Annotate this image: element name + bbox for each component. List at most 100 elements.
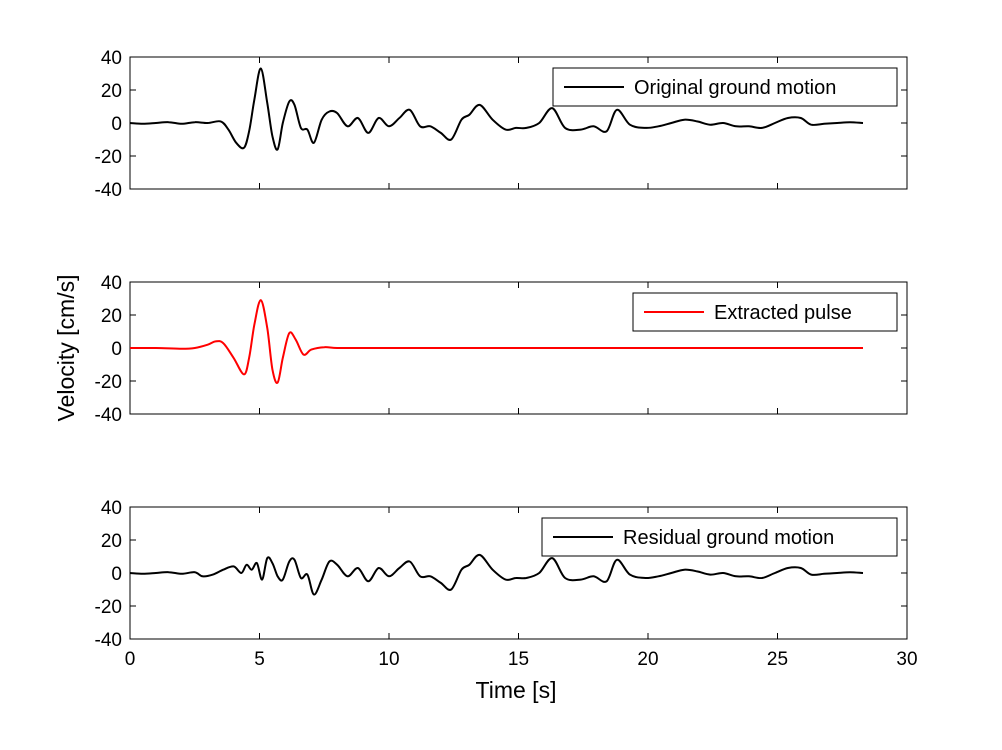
data-point: [142, 123, 144, 125]
data-point: [194, 347, 196, 349]
data-point: [564, 577, 566, 579]
legend: Original ground motion: [552, 67, 898, 107]
data-point: [388, 575, 390, 577]
data-point: [202, 575, 204, 577]
data-point: [823, 123, 825, 125]
data-point: [735, 125, 737, 127]
data-point: [282, 579, 284, 581]
data-point: [551, 107, 553, 109]
data-point: [450, 589, 452, 591]
data-point: [347, 575, 349, 577]
data-point: [862, 347, 864, 349]
data-point: [260, 299, 262, 301]
series-line: [129, 553, 864, 596]
data-point: [616, 109, 618, 111]
x-tick-label: 5: [254, 649, 265, 670]
data-point: [336, 112, 338, 114]
data-point: [295, 339, 297, 341]
data-point: [306, 574, 308, 576]
x-tick-label: 10: [378, 649, 399, 670]
data-point: [440, 132, 442, 134]
series-line: [129, 67, 864, 151]
data-point: [761, 127, 763, 129]
data-point: [288, 101, 290, 103]
data-point: [181, 573, 183, 575]
subplot-2: -40 -20 0 20 40 Extracted pulse: [95, 273, 908, 426]
data-point: [398, 117, 400, 119]
data-point: [409, 561, 411, 563]
y-tick-label: 0: [111, 339, 122, 360]
data-point: [336, 347, 338, 349]
data-point: [222, 569, 224, 571]
data-point: [277, 148, 279, 150]
data-point: [515, 577, 517, 579]
data-point: [313, 142, 315, 144]
y-tick-label: -40: [95, 405, 122, 426]
y-tick-label: 20: [101, 531, 122, 552]
data-point: [253, 324, 255, 326]
data-point: [468, 564, 470, 566]
data-point: [670, 122, 672, 124]
legend-label: Original ground motion: [634, 77, 836, 99]
data-point: [644, 127, 646, 129]
data-point: [288, 561, 290, 563]
data-point: [367, 132, 369, 134]
data-point: [722, 122, 724, 124]
data-point: [378, 117, 380, 119]
data-point: [429, 575, 431, 577]
data-point: [580, 129, 582, 131]
data-point: [683, 569, 685, 571]
data-point: [294, 104, 296, 106]
data-point: [207, 122, 209, 124]
data-point: [271, 135, 273, 137]
data-point: [492, 119, 494, 121]
data-point: [538, 122, 540, 124]
data-point: [580, 579, 582, 581]
data-point: [657, 575, 659, 577]
data-point: [282, 122, 284, 124]
data-point: [310, 349, 312, 351]
data-point: [243, 147, 245, 149]
x-tick-label: 25: [767, 649, 788, 670]
data-point: [823, 573, 825, 575]
data-point: [261, 579, 263, 581]
data-point: [277, 382, 279, 384]
data-point: [429, 125, 431, 127]
data-point: [657, 125, 659, 127]
data-point: [774, 572, 776, 574]
data-point: [606, 130, 608, 132]
x-tick-label: 20: [637, 649, 658, 670]
data-point: [194, 571, 196, 573]
legend-box: [632, 292, 898, 332]
data-point: [696, 570, 698, 572]
data-point: [683, 119, 685, 121]
data-point: [761, 577, 763, 579]
data-point: [629, 574, 631, 576]
data-point: [347, 125, 349, 127]
data-point: [155, 572, 157, 574]
y-tick-label: -20: [95, 372, 122, 393]
data-point: [215, 340, 217, 342]
data-point: [409, 109, 411, 111]
data-point: [800, 567, 802, 569]
data-point: [461, 119, 463, 121]
data-point: [709, 574, 711, 576]
data-point: [303, 354, 305, 356]
y-tick-label: 20: [101, 306, 122, 327]
data-point: [129, 347, 131, 349]
data-point: [181, 348, 183, 350]
data-point: [243, 373, 245, 375]
data-point: [323, 346, 325, 348]
data-point: [722, 572, 724, 574]
data-point: [240, 572, 242, 574]
data-point: [787, 567, 789, 569]
data-point: [849, 121, 851, 123]
y-tick-label: 40: [101, 48, 122, 69]
data-point: [810, 124, 812, 126]
data-point: [266, 557, 268, 559]
data-point: [321, 119, 323, 121]
data-point: [440, 582, 442, 584]
data-point: [518, 347, 520, 349]
x-tick-label: 0: [125, 649, 136, 670]
data-point: [253, 99, 255, 101]
